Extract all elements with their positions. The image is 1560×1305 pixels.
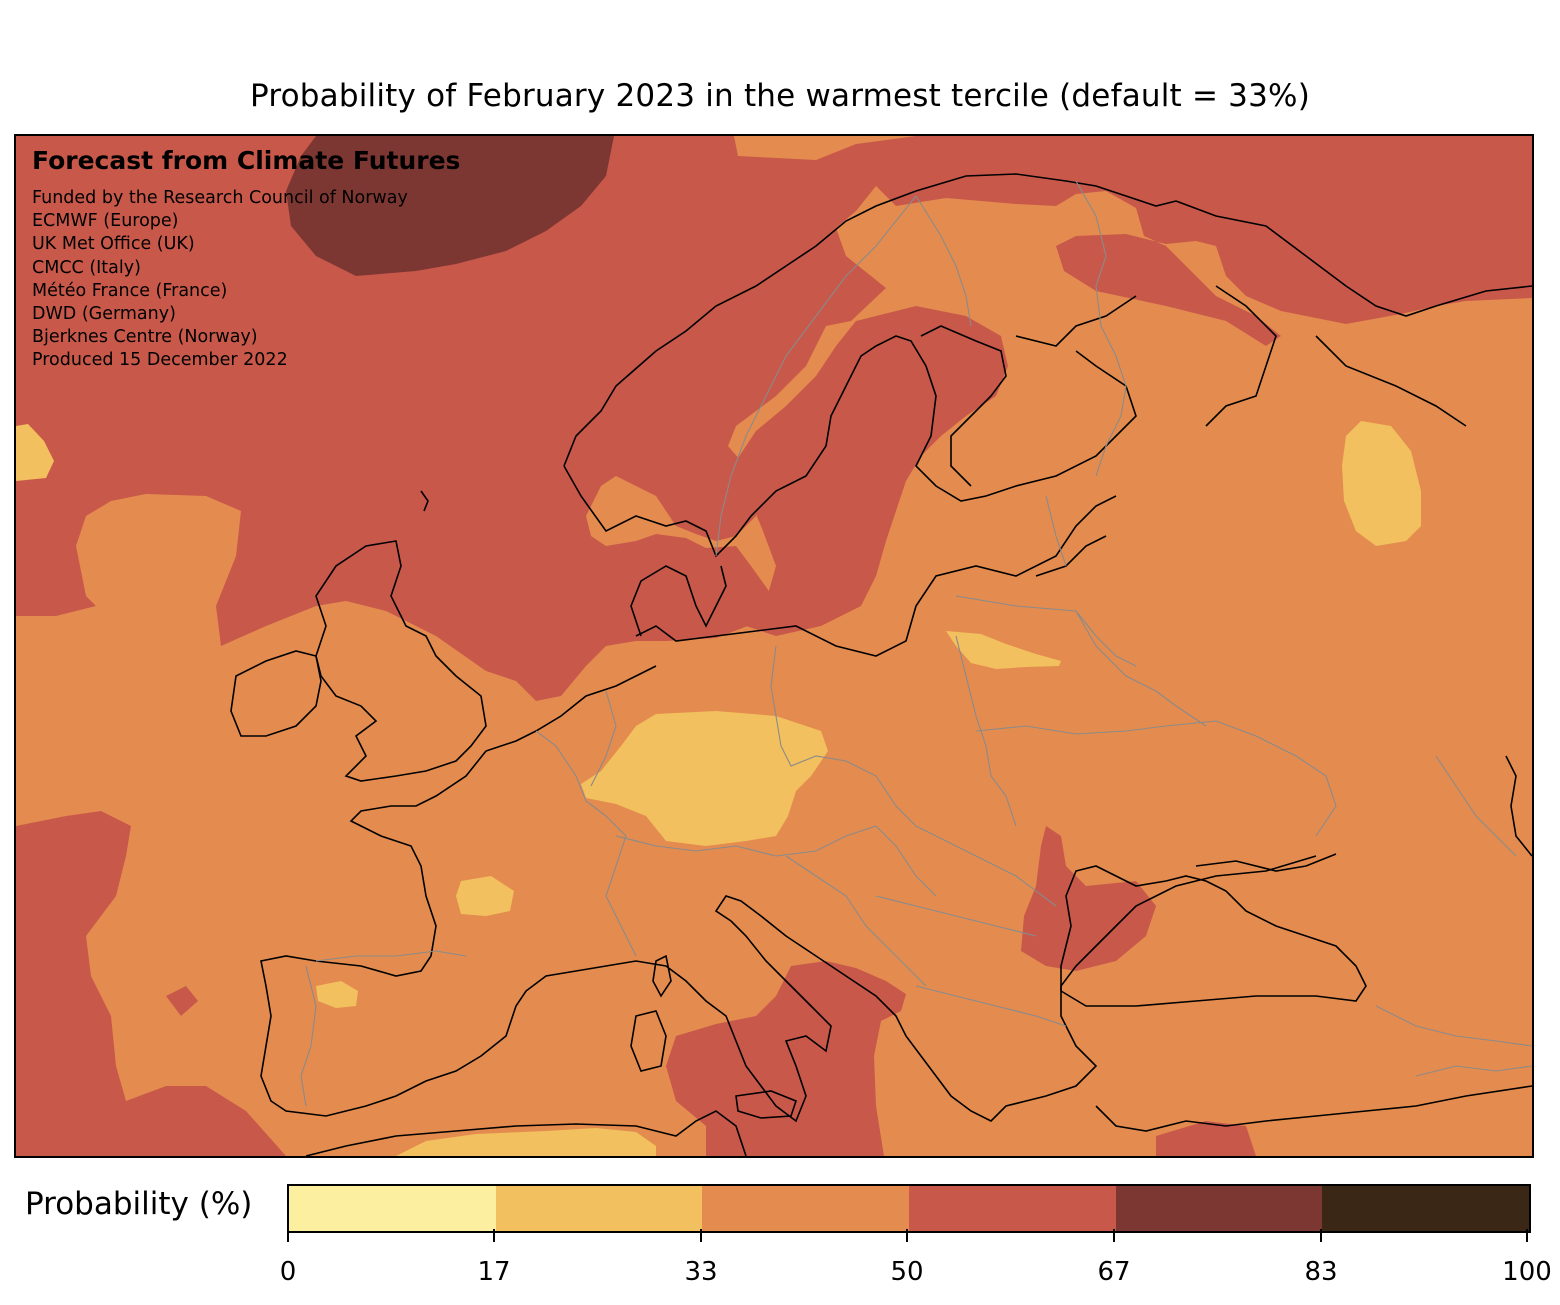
annotation-line: Produced 15 December 2022 xyxy=(32,350,288,371)
colorbar-swatch xyxy=(495,1186,703,1231)
colorbar-swatch xyxy=(909,1186,1116,1231)
contour-north-africa-strip xyxy=(396,1128,656,1156)
coast-black-sea xyxy=(1060,865,1367,1007)
annotation-line: Funded by the Research Council of Norway xyxy=(32,188,408,208)
map-annotation: Forecast from Climate Futures Funded by … xyxy=(32,146,460,373)
colorbar-tick-label: 50 xyxy=(890,1257,924,1287)
annotation-line: ECMWF (Europe) xyxy=(32,211,179,232)
annotation-heading: Forecast from Climate Futures xyxy=(32,146,461,175)
colorbar-tick-label: 83 xyxy=(1304,1257,1338,1287)
contour-atlantic-west-spot xyxy=(16,424,54,481)
contour-mediterranean-spot xyxy=(1156,1121,1256,1156)
colorbar-tick xyxy=(700,1229,702,1242)
colorbar-tick xyxy=(287,1229,289,1242)
contour-central-europe xyxy=(581,711,828,846)
annotation-line: CMCC (Italy) xyxy=(32,257,141,278)
coast-baltic-south xyxy=(635,495,1117,657)
coast-sardinia xyxy=(630,1010,667,1072)
colorbar-tick xyxy=(906,1229,908,1242)
probability-map: Forecast from Climate Futures Funded by … xyxy=(14,134,1534,1158)
colorbar-tick xyxy=(1320,1229,1322,1242)
border-norway-sweden xyxy=(715,195,917,557)
annotation-line: UK Met Office (UK) xyxy=(32,234,195,255)
border-iberia xyxy=(300,950,467,1107)
coast-caspian xyxy=(1505,755,1532,857)
colorbar-tick-label: 67 xyxy=(1097,1257,1131,1287)
contour-scandinavia-core xyxy=(736,306,1008,636)
colorbar-tick-label: 17 xyxy=(477,1257,511,1287)
coast-iceland-faroes xyxy=(420,490,429,512)
contour-50-67 xyxy=(16,136,1532,1156)
map-canvas xyxy=(16,136,1532,1156)
border-germany-poland xyxy=(770,645,937,837)
border-benelux xyxy=(535,690,617,817)
coast-uk xyxy=(315,540,487,782)
contour-france-spot xyxy=(456,876,514,916)
contour-17-33 xyxy=(16,421,1421,1156)
border-sweden-finland xyxy=(915,195,972,327)
colorbar-swatch xyxy=(289,1186,496,1231)
colorbar-label: Probability (%) xyxy=(25,1186,253,1222)
border-poland-east xyxy=(955,635,1017,827)
border-ukraine xyxy=(975,720,1337,837)
coast-north-africa xyxy=(305,1110,747,1156)
coastlines xyxy=(230,173,1532,1156)
colorbar-tick-label: 33 xyxy=(684,1257,718,1287)
contour-67-83 xyxy=(286,136,614,276)
coast-corsica xyxy=(652,954,672,998)
colorbar-tick xyxy=(1113,1229,1115,1242)
contour-northern-ocean-region xyxy=(16,136,1532,701)
colorbar-swatch xyxy=(1322,1186,1530,1231)
contour-italy-region xyxy=(666,961,906,1156)
border-finland-russia xyxy=(1075,180,1127,477)
border-alps xyxy=(615,825,937,897)
border-russia-kazakhstan xyxy=(1435,755,1517,857)
colorbar-tick xyxy=(1526,1229,1528,1242)
border-caucasus xyxy=(1375,1005,1532,1077)
contour-atlantic-spot xyxy=(166,986,198,1016)
contour-russia-east xyxy=(1342,421,1421,546)
annotation-line: DWD (Germany) xyxy=(32,304,176,325)
coast-ireland xyxy=(230,650,322,737)
annotation-line: Météo France (France) xyxy=(32,280,228,301)
colorbar-tick-label: 100 xyxy=(1502,1257,1552,1287)
colorbar xyxy=(287,1184,1531,1233)
coast-denmark xyxy=(630,565,727,637)
border-baltics xyxy=(955,495,1137,667)
colorbar-swatch xyxy=(702,1186,910,1231)
colorbar-swatch xyxy=(1115,1186,1323,1231)
contour-spain-spot xyxy=(316,981,358,1008)
contour-poland-strip xyxy=(946,631,1061,669)
border-balkans xyxy=(785,835,1067,1027)
colorbar-tick xyxy=(493,1229,495,1242)
map-title: Probability of February 2023 in the warm… xyxy=(250,78,1310,114)
coast-gulf-of-bothnia xyxy=(920,295,1137,487)
coast-scandinavia xyxy=(563,173,1177,558)
border-france-germany xyxy=(605,815,637,957)
contour-black-sea-region xyxy=(1021,826,1156,971)
coast-continent-west xyxy=(260,665,1317,1123)
coast-turkey-south xyxy=(1095,1085,1532,1132)
coast-kola-white-sea xyxy=(1175,200,1532,427)
annotation-line: Bjerknes Centre (Norway) xyxy=(32,327,258,348)
borders xyxy=(300,180,1532,1107)
contour-norwegian-sea-peak xyxy=(286,136,614,276)
coast-azov xyxy=(1195,853,1337,872)
contour-atlantic-southwest xyxy=(16,811,286,1156)
border-belarus-russia xyxy=(1075,610,1207,727)
coast-sicily xyxy=(735,1090,797,1119)
colorbar-tick-label: 0 xyxy=(279,1257,297,1287)
